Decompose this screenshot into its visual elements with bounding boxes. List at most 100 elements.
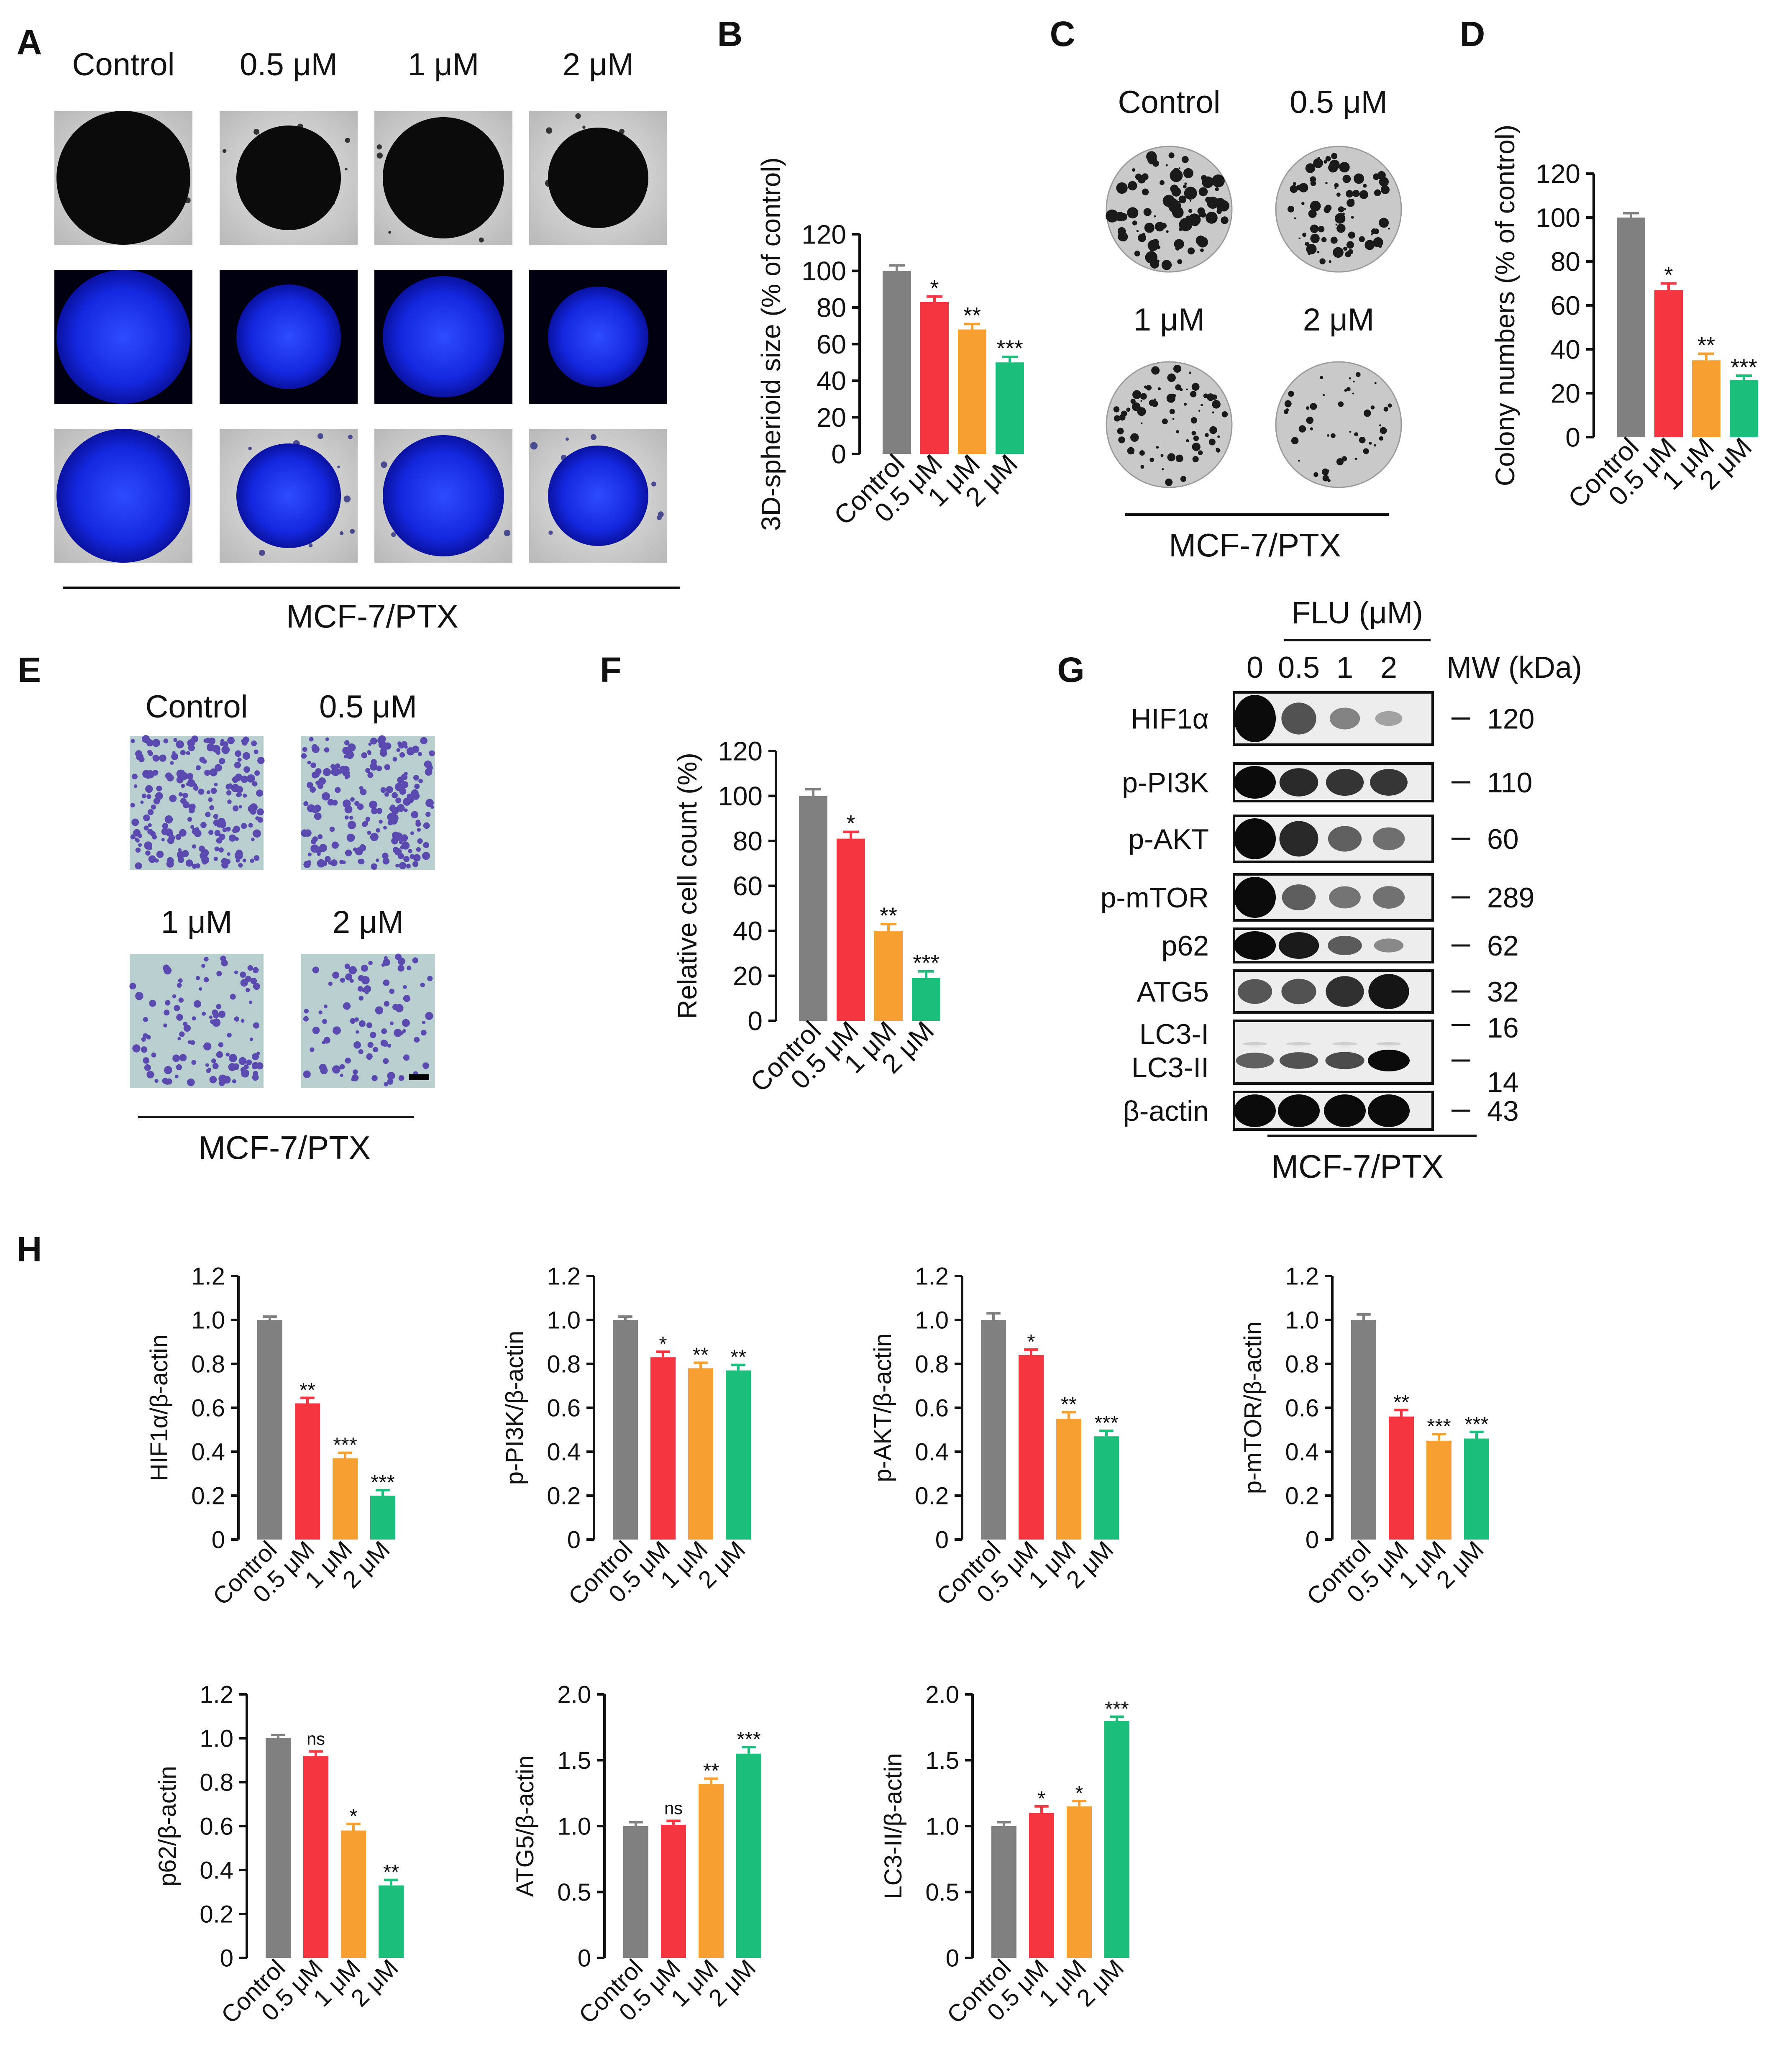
y-tick-label: 0.2 <box>547 1482 581 1509</box>
dish-label: Control <box>1118 85 1221 120</box>
colony <box>1310 200 1321 212</box>
colony <box>1188 247 1195 255</box>
mw-label: 16 <box>1487 1012 1519 1044</box>
colony <box>1178 227 1183 231</box>
cell-speck <box>582 126 586 129</box>
cell-dot <box>392 757 397 762</box>
panel-letter-h: H <box>17 1230 42 1269</box>
cell-dot <box>246 1059 252 1066</box>
cell-dot <box>143 1057 150 1064</box>
colony <box>1130 433 1139 442</box>
cell-dot <box>190 825 195 829</box>
cell-dot <box>214 846 219 851</box>
dose-label: 0 <box>1247 651 1263 684</box>
cell-dot <box>221 746 230 754</box>
dish-label: 1 μM <box>1134 302 1205 338</box>
y-tick-label: 2.0 <box>925 1681 959 1708</box>
y-tick-label: 20 <box>817 402 846 433</box>
colony <box>1201 404 1203 407</box>
colony <box>1170 169 1183 182</box>
cell-dot <box>248 1000 253 1004</box>
cell-dot <box>148 823 152 828</box>
spheroid-nucleus <box>56 270 190 404</box>
cell-dot <box>189 803 196 810</box>
bar-0 <box>623 1826 648 1958</box>
cell-speck <box>381 461 387 468</box>
cell-dot <box>253 749 259 754</box>
y-tick-label: 40 <box>817 366 846 396</box>
cell-dot <box>227 736 235 744</box>
cell-dot <box>228 1054 237 1063</box>
colony <box>1128 181 1137 191</box>
cell-dot <box>340 1073 343 1077</box>
significance-label: * <box>846 811 855 836</box>
y-axis-label: p-PI3K/β-actin <box>501 1331 528 1485</box>
bar-1 <box>295 1403 320 1540</box>
cell-dot <box>233 805 239 812</box>
colony <box>1336 224 1346 233</box>
colony <box>1161 260 1172 270</box>
significance-label: ns <box>664 1798 683 1818</box>
cell-speck <box>248 446 252 451</box>
bar-0 <box>981 1320 1006 1540</box>
cell-dot <box>394 1029 402 1037</box>
band <box>1237 979 1272 1004</box>
cell-dot <box>174 1005 180 1012</box>
bar-3 <box>370 1496 395 1540</box>
cell-dot <box>207 1068 211 1071</box>
cell-dot <box>331 841 339 849</box>
colony <box>1374 189 1381 197</box>
group-label-g: MCF-7/PTX <box>1271 1148 1444 1185</box>
cell-dot <box>234 761 241 769</box>
colony <box>1212 411 1214 414</box>
cell-dot <box>186 782 190 786</box>
cell-dot <box>170 761 174 765</box>
cell-dot <box>332 799 338 806</box>
cell-dot <box>158 853 163 857</box>
significance-label: *** <box>737 1728 761 1751</box>
cell-dot <box>310 1047 315 1052</box>
cell-dot <box>350 979 354 983</box>
cell-dot <box>301 753 307 759</box>
cell-dot <box>373 1047 379 1053</box>
blot-row: p62 62 <box>1162 927 1519 963</box>
cell-speck <box>590 434 596 440</box>
cell-dot <box>371 1075 378 1081</box>
y-tick-label: 0 <box>946 1945 959 1972</box>
cell-dot <box>383 1058 389 1064</box>
cell-dot <box>179 1054 187 1061</box>
cell-dot <box>213 1012 219 1019</box>
cell-dot <box>200 822 207 828</box>
cell-dot <box>413 854 421 862</box>
colony <box>1344 389 1347 392</box>
significance-label: ** <box>880 903 897 928</box>
colony <box>1198 450 1203 455</box>
cell-dot <box>384 1001 390 1007</box>
colony <box>1290 185 1298 193</box>
colony <box>1221 411 1228 418</box>
cell-dot <box>178 997 184 1003</box>
cell-dot <box>415 821 421 827</box>
cell-dot <box>179 829 187 837</box>
band <box>1370 769 1408 796</box>
cell-dot <box>176 776 184 784</box>
cell-dot <box>323 768 331 776</box>
transwell-label: 2 μM <box>333 904 404 940</box>
colony <box>1118 232 1127 241</box>
cell-dot <box>178 978 183 983</box>
bar-1 <box>303 1756 328 1958</box>
band <box>1372 886 1405 909</box>
cell-dot <box>171 753 179 760</box>
cell-dot <box>167 837 174 844</box>
cell-dot <box>176 740 184 748</box>
cell-speck <box>308 543 313 548</box>
cell-dot <box>227 852 230 856</box>
cell-dot <box>216 971 222 976</box>
cell-dot <box>320 1066 328 1074</box>
colony <box>1346 241 1354 249</box>
cell-dot <box>135 750 143 758</box>
cell-dot <box>206 743 215 751</box>
colony <box>1188 209 1193 213</box>
colony <box>1126 407 1131 412</box>
colony <box>1217 435 1220 438</box>
